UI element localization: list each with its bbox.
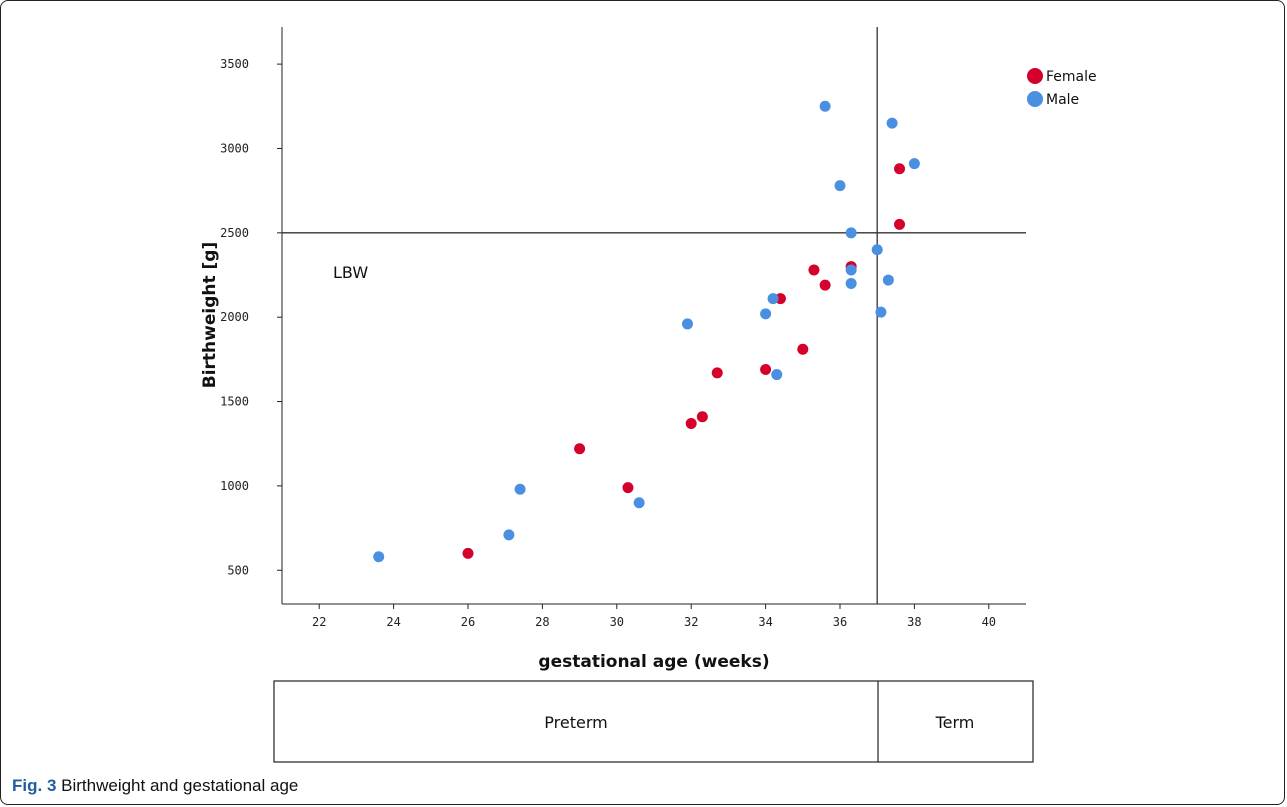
preterm-label: Preterm (544, 713, 607, 732)
female-point (760, 363, 772, 375)
male-point (875, 306, 887, 318)
x-tick-label: 38 (907, 615, 921, 629)
x-tick-label: 28 (535, 615, 549, 629)
male-point (819, 100, 831, 112)
male-point (908, 158, 920, 170)
female-point (894, 218, 906, 230)
male-point (882, 274, 894, 286)
reference-lines (282, 27, 1026, 604)
caption-text: Birthweight and gestational age (61, 776, 299, 795)
female-point (808, 264, 820, 276)
y-tick-label: 3500 (220, 57, 249, 71)
male-point (681, 318, 693, 330)
female-point (574, 443, 586, 455)
male-point (771, 369, 783, 381)
caption-label: Fig. 3 (12, 776, 57, 795)
male-point (845, 277, 857, 289)
female-point (711, 367, 723, 379)
y-tick-label: 1500 (220, 395, 249, 409)
chart-axes (281, 27, 1026, 605)
male-point (760, 308, 772, 320)
y-tick-label: 2500 (220, 226, 249, 240)
figure-caption: Fig. 3 Birthweight and gestational age (12, 776, 298, 796)
legend: Female Male (1027, 68, 1097, 108)
female-point (894, 163, 906, 175)
gestation-region-box: Preterm Term (273, 680, 1034, 763)
female-point (819, 279, 831, 291)
y-tick-label: 2000 (220, 310, 249, 324)
female-point (797, 343, 809, 355)
x-axis-title: gestational age (weeks) (538, 652, 769, 672)
male-point (845, 264, 857, 276)
female-point (462, 547, 474, 559)
x-tick-label: 30 (610, 615, 624, 629)
axis-ticks: 22 24 26 28 30 32 34 36 38 40 500 1000 1500 2000 2500 3… (220, 57, 996, 629)
legend-swatch-male (1027, 91, 1043, 107)
male-point (633, 497, 645, 509)
male-point (871, 244, 883, 256)
female-point (622, 482, 634, 494)
data-points (373, 100, 920, 563)
x-tick-label: 32 (684, 615, 698, 629)
y-tick-label: 500 (227, 563, 249, 577)
term-label: Term (935, 713, 975, 732)
x-tick-label: 24 (386, 615, 400, 629)
legend-swatch-female (1027, 68, 1043, 84)
female-point (685, 417, 697, 429)
male-point (834, 180, 846, 192)
male-point (503, 529, 515, 541)
male-point (373, 551, 385, 563)
male-point (886, 117, 898, 129)
x-tick-label: 22 (312, 615, 326, 629)
x-tick-label: 26 (461, 615, 475, 629)
legend-label-female: Female (1046, 69, 1097, 85)
male-point (767, 293, 779, 305)
y-tick-label: 1000 (220, 479, 249, 493)
y-axis-title: Birthweight [g] (200, 242, 220, 388)
region-box-outline (273, 680, 1034, 763)
x-tick-label: 40 (982, 615, 996, 629)
legend-label-male: Male (1046, 92, 1079, 108)
male-point (514, 483, 526, 495)
male-point (845, 227, 857, 239)
x-tick-label: 36 (833, 615, 847, 629)
y-tick-label: 3000 (220, 141, 249, 155)
lbw-annotation: LBW (333, 263, 368, 282)
x-tick-label: 34 (758, 615, 772, 629)
female-point (696, 411, 708, 423)
